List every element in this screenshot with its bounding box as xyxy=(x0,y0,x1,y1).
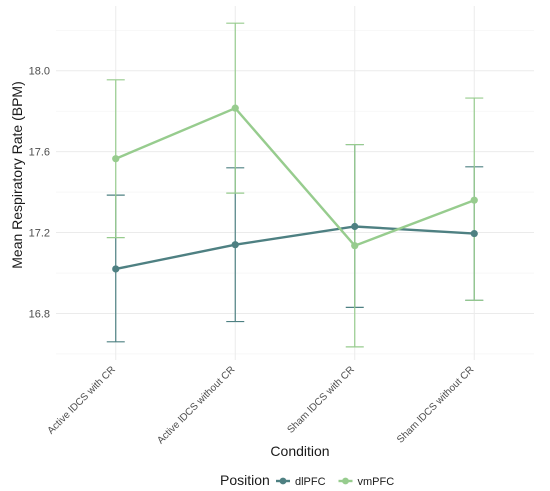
legend-label-dlpfc: dlPFC xyxy=(295,476,326,488)
legend-key-point-vmpfc xyxy=(342,477,349,485)
y-axis-ticks: 16.8 17.2 17.6 18.0 xyxy=(29,66,50,321)
data-point-dlpfc xyxy=(231,241,239,249)
data-points xyxy=(112,104,478,273)
series-line-dlpfc xyxy=(115,225,475,271)
x-tick-label: Sham lDCS with CR xyxy=(285,364,356,435)
y-axis-title: Mean Respiratory Rate (BPM) xyxy=(9,81,25,269)
y-tick-label: 17.2 xyxy=(29,228,50,240)
legend: Position dlPFC vmPFC xyxy=(220,472,394,488)
x-tick-label: Active lDCS with CR xyxy=(46,364,118,436)
legend-label-vmpfc: vmPFC xyxy=(358,476,395,488)
legend-title: Position xyxy=(220,472,270,488)
y-tick-label: 18.0 xyxy=(29,66,50,78)
data-point-dlpfc xyxy=(112,265,120,273)
y-tick-label: 16.8 xyxy=(29,308,50,320)
series-line-vmpfc xyxy=(115,106,475,248)
x-tick-label: Sham lDCS without CR xyxy=(395,364,476,445)
x-tick-label: Active lDCS without CR xyxy=(155,364,237,446)
data-point-vmpfc xyxy=(231,104,239,112)
legend-key-point-dlpfc xyxy=(279,477,287,485)
grid xyxy=(56,6,534,360)
series-lines xyxy=(115,106,475,271)
data-point-vmpfc xyxy=(351,242,359,250)
error-bars xyxy=(106,22,484,348)
data-point-vmpfc xyxy=(112,155,120,163)
data-point-dlpfc xyxy=(470,229,478,238)
x-axis-title: Condition xyxy=(270,443,329,459)
data-point-dlpfc xyxy=(351,222,359,231)
data-point-vmpfc xyxy=(470,196,478,204)
x-axis-ticks: Active lDCS with CR Active lDCS without C… xyxy=(46,364,477,446)
y-tick-label: 17.6 xyxy=(29,147,50,159)
